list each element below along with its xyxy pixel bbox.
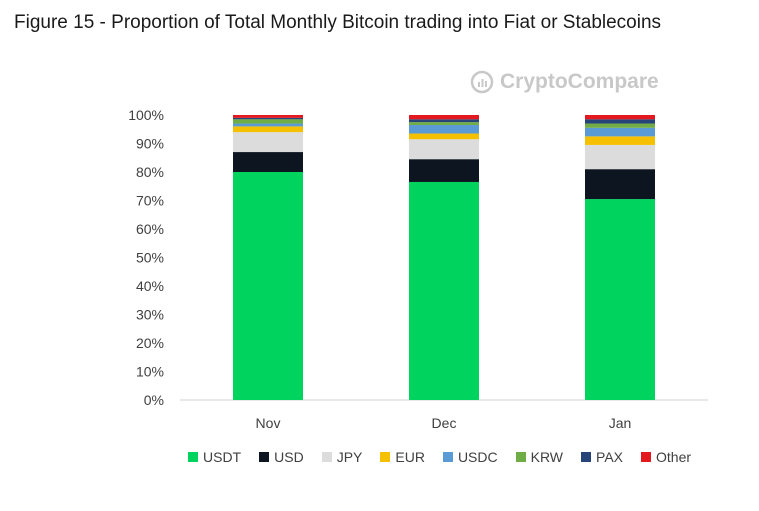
x-tick-label: Jan [609, 415, 632, 431]
bar-segment-usdt-dec [409, 181, 479, 400]
bar-segment-krw-dec [409, 122, 479, 125]
legend-swatch [641, 452, 652, 462]
legend-swatch [442, 452, 453, 462]
bar-segment-usd-dec [409, 159, 479, 182]
y-tick-label: 20% [136, 335, 164, 351]
y-tick-label: 50% [136, 250, 164, 266]
y-tick-label: 10% [136, 364, 164, 380]
bar-segment-usdt-nov [233, 172, 303, 400]
y-tick-label: 40% [136, 278, 164, 294]
legend-label: KRW [530, 449, 564, 465]
legend-item-usd: USD [259, 449, 304, 465]
legend-item-usdc: USDC [442, 449, 498, 465]
bar-segment-pax-nov [233, 117, 303, 120]
legend-swatch [380, 452, 391, 462]
legend-label: USDC [457, 449, 498, 465]
cryptocompare-logo-icon [470, 70, 494, 94]
legend-swatch [188, 452, 198, 462]
legend-item-krw: KRW [515, 449, 564, 465]
watermark-text: CryptoCompare [500, 70, 659, 93]
legend-label: USDT [203, 449, 242, 465]
bar-segment-usd-nov [233, 152, 303, 172]
bar-segment-jpy-jan [585, 144, 655, 170]
chart-legend: USDT USD JPY EUR USDC KRW PAX Other [188, 449, 709, 465]
bar-segment-other-nov [233, 115, 303, 118]
y-tick-label: 90% [136, 136, 164, 152]
legend-swatch [259, 452, 270, 462]
bar-segment-usdt-jan [585, 199, 655, 400]
bar-segment-other-dec [409, 115, 479, 120]
bar-segment-krw-jan [585, 123, 655, 128]
legend-swatch [515, 452, 526, 462]
bar-segment-eur-nov [233, 126, 303, 133]
legend-label: USD [274, 449, 304, 465]
bar-segment-other-jan [585, 115, 655, 120]
y-tick-label: 0% [144, 392, 164, 408]
legend-item-eur: EUR [380, 449, 425, 465]
legend-label: EUR [395, 449, 425, 465]
bar-segment-usd-jan [585, 169, 655, 200]
y-tick-label: 70% [136, 193, 164, 209]
cryptocompare-watermark: CryptoCompare [470, 70, 659, 94]
legend-item-jpy: JPY [321, 449, 363, 465]
bar-segment-jpy-nov [233, 132, 303, 153]
legend-item-pax: PAX [581, 449, 623, 465]
bar-segment-eur-jan [585, 136, 655, 145]
chart-title: Figure 15 - Proportion of Total Monthly … [14, 12, 662, 33]
legend-label: Other [656, 449, 692, 465]
y-tick-label: 30% [136, 307, 164, 323]
legend-swatch [581, 452, 592, 462]
y-tick-label: 80% [136, 164, 164, 180]
bar-segment-pax-jan [585, 119, 655, 124]
bar-segment-usdc-dec [409, 124, 479, 134]
legend-item-usdt: USDT [188, 449, 241, 465]
y-tick-label: 60% [136, 221, 164, 237]
x-tick-label: Nov [256, 415, 281, 431]
bar-segment-pax-dec [409, 119, 479, 123]
legend-label: JPY [336, 449, 363, 465]
bar-segment-eur-dec [409, 133, 479, 140]
legend-swatch [321, 452, 332, 462]
legend-label: PAX [596, 449, 624, 465]
legend-item-other: Other [641, 449, 691, 465]
bar-segment-usdc-jan [585, 127, 655, 137]
bar-segment-usdc-nov [233, 123, 303, 127]
x-tick-label: Dec [432, 415, 457, 431]
bar-segment-krw-nov [233, 119, 303, 124]
y-tick-label: 100% [128, 107, 164, 123]
bar-segment-jpy-dec [409, 139, 479, 160]
